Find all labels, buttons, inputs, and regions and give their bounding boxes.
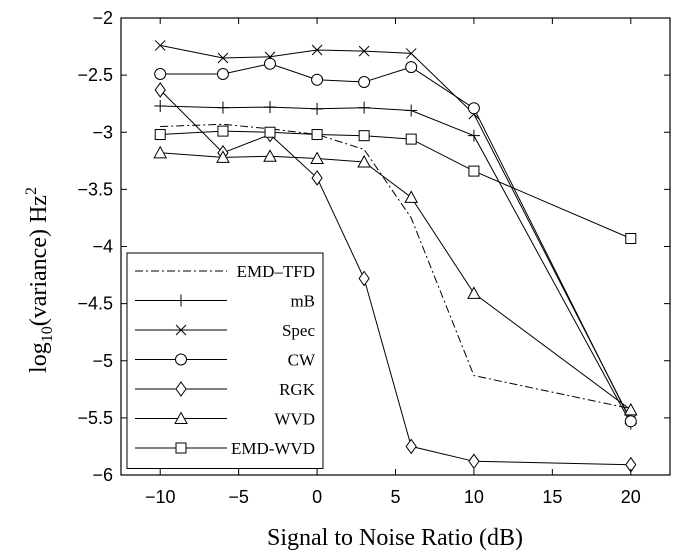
x-tick-label: −10 [145,487,176,507]
data-point-cw [216,67,229,80]
legend: EMD–TFD mB Spec CW RGK WVD EMD-WVD [126,252,324,469]
x-tick-label: 15 [542,487,562,507]
legend-marker-rgk [175,381,187,397]
data-point-spec [217,52,229,64]
x-tick-label: 20 [621,487,641,507]
data-point-emd-wvd [264,126,276,138]
data-point-rgk [405,438,417,455]
data-point-wvd [263,149,277,162]
data-point-mb [264,101,277,114]
y-tick-label: −6 [92,465,113,485]
y-tick-label: −2 [92,8,113,28]
data-point-emd-wvd [625,233,637,245]
legend-marker-cw [175,353,187,366]
x-tick-label: 5 [390,487,400,507]
data-point-spec [154,40,166,51]
data-point-emd-wvd [405,133,417,145]
x-tick-label: −5 [228,487,249,507]
y-tick-label: −5 [92,351,113,371]
series-line-emd-wvd [160,130,631,239]
series-line-mb [160,105,632,424]
legend-label-cw: CW [288,351,316,370]
axis-ticks: −10 −5 0 5 10 15 20 −6 −5.5 −5 −4.5 −4 −3.5 −3 −2.5 −2 [77,8,670,507]
data-point-emd-wvd [358,130,370,142]
data-point-emd-wvd [311,129,323,141]
legend-marker-emd-wvd [175,442,187,454]
data-point-wvd [357,154,371,168]
data-point-emd-wvd [468,165,480,177]
series-line-spec [160,44,632,421]
data-point-cw [154,67,167,80]
data-point-emd-wvd [154,129,166,141]
y-tick-label: −4.5 [77,294,113,314]
legend-box [126,252,324,469]
data-point-cw [311,73,324,86]
data-point-wvd [310,151,324,165]
data-point-wvd [216,150,230,163]
data-point-emd-wvd [217,125,229,137]
data-point-mb [358,101,371,114]
data-point-spec [311,44,323,56]
series-line-rgk [159,89,631,466]
x-tick-label: 10 [464,487,484,507]
data-point-rgk [154,82,166,98]
data-point-cw [358,75,371,88]
y-tick-label: −4 [92,237,113,257]
y-tick-label: −5.5 [77,408,113,428]
y-tick-label: −2.5 [77,65,113,85]
legend-label-rgk: RGK [279,380,316,399]
data-point-wvd [153,145,168,159]
data-point-spec [405,48,417,59]
data-point-rgk [468,453,480,470]
y-axis-title-superscript: 2 [23,187,40,195]
y-axis-title-log: log [26,342,52,373]
x-tick-label: 0 [312,487,322,507]
legend-marker-spec [175,324,187,336]
plot-marks [153,40,638,473]
data-point-mb [154,99,167,112]
y-tick-label: −3.5 [77,179,113,199]
data-point-mb [467,129,480,142]
x-axis-title: Signal to Noise Ratio (dB) [267,525,523,551]
legend-label-emd-wvd: EMD-WVD [231,439,315,458]
series-line-wvd [160,152,632,411]
series-line-emd-tfd [160,123,631,410]
data-point-rgk [358,270,370,287]
data-point-wvd [623,402,638,416]
data-point-cw [624,415,637,428]
legend-label-wvd: WVD [274,410,315,429]
legend-label-emd-tfd: EMD–TFD [237,262,315,281]
data-point-cw [264,57,277,70]
data-point-mb [311,102,324,115]
legend-label-spec: Spec [282,321,316,340]
y-axis-title: log10(variance) Hz2 [23,187,56,373]
data-point-spec [358,45,370,57]
data-point-mb [405,104,418,117]
legend-marker-wvd [174,411,188,424]
data-point-cw [467,102,480,115]
y-axis-title-main: (variance) Hz [26,195,52,326]
y-tick-label: −3 [92,122,113,142]
data-point-cw [405,61,418,74]
legend-marker-mb [175,294,187,307]
data-point-rgk [311,170,323,186]
legend-label-mb: mB [290,292,315,311]
data-point-mb [216,101,229,114]
series-line-cw [160,63,632,422]
data-point-wvd [467,286,481,299]
data-point-wvd [404,190,419,203]
y-axis-title-subscript: 10 [39,326,56,342]
